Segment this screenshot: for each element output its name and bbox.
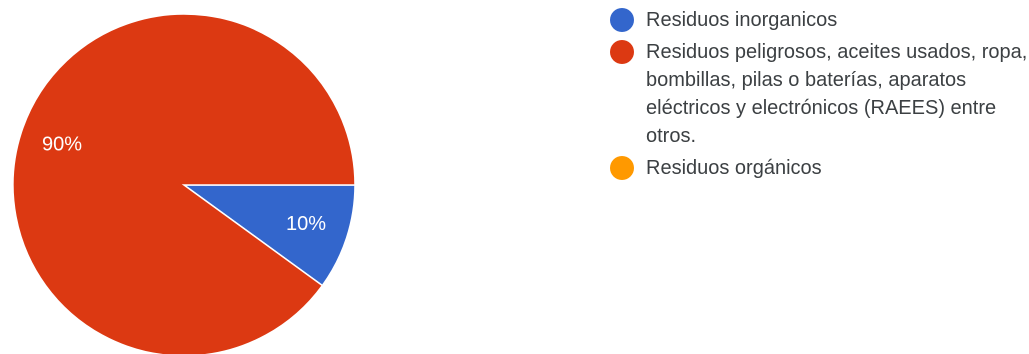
pie-slice-0[interactable] [181,184,356,287]
legend-swatch-inorganicos [610,8,634,32]
legend-item-organicos[interactable]: Residuos orgánicos [610,154,1029,182]
pie-chart: 10% 90% [12,13,356,354]
pie-data-labels: 10% 90% [42,134,326,235]
legend-swatch-peligrosos [610,40,634,64]
pie-data-label-1: 90% [42,134,82,156]
pie-data-label-0: 10% [286,213,326,235]
chart-legend: Residuos inorganicos Residuos peligrosos… [610,6,1029,186]
legend-label-peligrosos: Residuos peligrosos, aceites usados, rop… [646,41,1028,147]
pie-slices [12,13,356,354]
pie-slice-1[interactable] [12,13,356,354]
legend-swatch-organicos [610,156,634,180]
legend-item-inorganicos[interactable]: Residuos inorganicos [610,6,1029,34]
legend-item-peligrosos[interactable]: Residuos peligrosos, aceites usados, rop… [610,38,1029,150]
legend-label-organicos: Residuos orgánicos [646,157,822,179]
legend-label-inorganicos: Residuos inorganicos [646,9,838,31]
